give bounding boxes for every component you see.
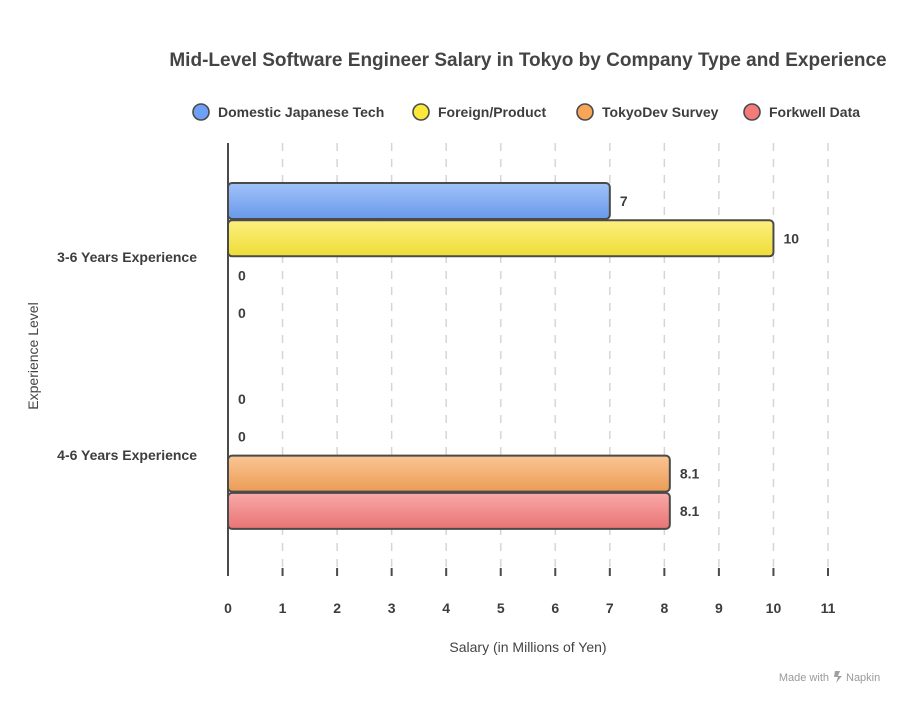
y-axis-title: Experience Level <box>25 302 41 409</box>
tick-label-4: 4 <box>442 600 450 616</box>
bars: 7 10 0 0 0 0 8.1 8.1 <box>227 182 799 530</box>
legend-swatch-forkwell-data <box>743 103 761 121</box>
legend-swatch-domestic-japanese-tech <box>192 103 210 121</box>
tick-label-2: 2 <box>333 600 341 616</box>
watermark-prefix: Made with <box>779 672 829 684</box>
bar-tokyodev-survey-4-6-years-experience <box>227 454 671 493</box>
category-labels: 3-6 Years Experience 4-6 Years Experience <box>57 249 197 463</box>
tick-label-5: 5 <box>497 600 505 616</box>
legend-swatch-foreign-product <box>412 103 430 121</box>
value-label-tokyodev-survey-4-6-years-experience: 8.1 <box>680 466 700 482</box>
tick-label-1: 1 <box>279 600 287 616</box>
x-axis-ticks: 0 1 2 3 4 5 6 7 8 9 10 11 <box>224 568 836 616</box>
x-axis-title: Salary (in Millions of Yen) <box>449 639 606 655</box>
value-label-domestic-japanese-tech-3-6-years-experience: 7 <box>620 193 628 209</box>
legend: Domestic Japanese Tech Foreign/Product Tok… <box>192 103 860 121</box>
value-label-foreign-product-3-6-years-experience: 10 <box>783 230 799 246</box>
chart-title: Mid-Level Software Engineer Salary in To… <box>169 50 886 71</box>
tick-label-8: 8 <box>660 600 668 616</box>
watermark: Made with Napkin <box>779 671 880 684</box>
napkin-logo-icon <box>834 671 842 683</box>
tick-label-0: 0 <box>224 600 232 616</box>
tick-label-11: 11 <box>821 600 836 616</box>
legend-label-forkwell-data: Forkwell Data <box>769 104 860 120</box>
category-label-4-6-years-experience: 4-6 Years Experience <box>57 447 197 463</box>
category-label-3-6-years-experience: 3-6 Years Experience <box>57 249 197 265</box>
watermark-brand: Napkin <box>846 672 880 684</box>
value-label-domestic-japanese-tech-4-6-years-experience: 0 <box>238 391 246 407</box>
tick-label-7: 7 <box>606 600 614 616</box>
value-label-tokyodev-survey-3-6-years-experience: 0 <box>238 268 246 284</box>
tick-label-3: 3 <box>388 600 396 616</box>
tick-label-6: 6 <box>551 600 559 616</box>
legend-swatch-tokyodev-survey <box>576 103 594 121</box>
tick-label-9: 9 <box>715 600 723 616</box>
value-label-forkwell-data-3-6-years-experience: 0 <box>238 305 246 321</box>
value-label-foreign-product-4-6-years-experience: 0 <box>238 428 246 444</box>
bar-domestic-japanese-tech-3-6-years-experience <box>227 182 611 220</box>
tick-label-10: 10 <box>766 600 782 616</box>
bar-forkwell-data-4-6-years-experience <box>227 491 671 530</box>
legend-label-domestic-japanese-tech: Domestic Japanese Tech <box>218 104 384 120</box>
legend-label-tokyodev-survey: TokyoDev Survey <box>602 104 719 120</box>
value-label-forkwell-data-4-6-years-experience: 8.1 <box>680 503 700 519</box>
bar-foreign-product-3-6-years-experience <box>227 219 775 258</box>
legend-label-foreign-product: Foreign/Product <box>438 104 546 120</box>
